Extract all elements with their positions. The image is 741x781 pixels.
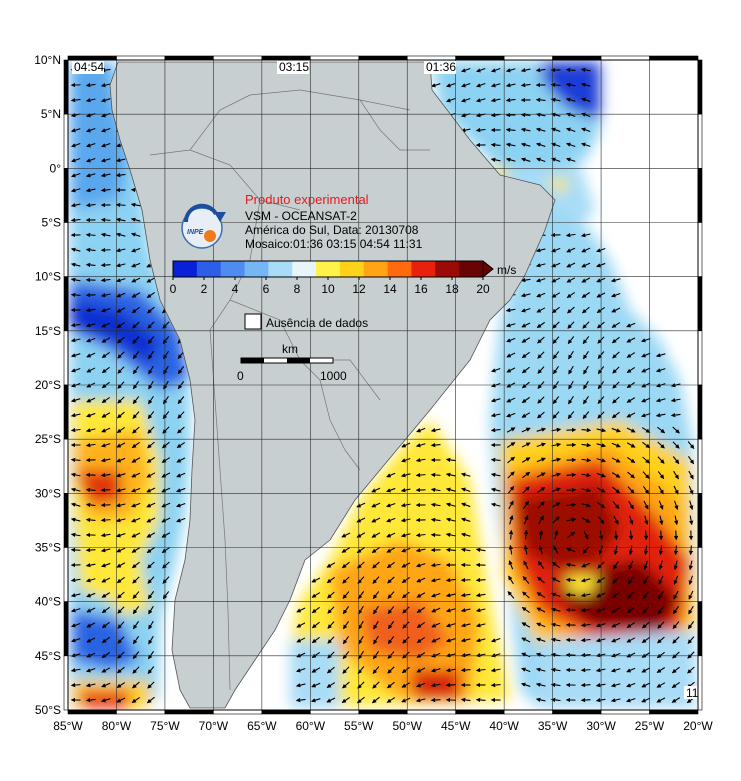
colorbar: 0 2 4 6 8 10 12 14 16 18 20 m/s xyxy=(170,259,516,296)
colorbar-tick-label: 2 xyxy=(201,282,208,296)
scale-start: 0 xyxy=(237,369,244,383)
colorbar-swatch xyxy=(220,261,246,277)
pass-time-label: 03:15 xyxy=(279,60,309,74)
scale-end: 1000 xyxy=(320,369,347,383)
colorbar-swatch xyxy=(292,261,317,277)
latitude-label: 30°S xyxy=(35,486,61,500)
colorbar-swatch xyxy=(316,261,341,277)
colorbar-swatch xyxy=(244,261,269,277)
latitude-label: 5°N xyxy=(41,107,61,121)
colorbar-swatch xyxy=(363,261,389,277)
mosaic-times: Mosaico:01:36 03:15 04:54 11:31 xyxy=(245,237,423,251)
longitude-label: 45°W xyxy=(441,719,471,733)
colorbar-tick-label: 16 xyxy=(414,282,428,296)
colorbar-tick-label: 18 xyxy=(445,282,459,296)
colorbar-tick-label: 20 xyxy=(476,282,490,296)
latitude-label: 15°S xyxy=(35,324,61,338)
latitude-label: 20°S xyxy=(35,378,61,392)
colorbar-swatch xyxy=(173,261,198,277)
latitude-label: 0° xyxy=(50,161,62,175)
region-date: América do Sul, Data: 20130708 xyxy=(245,223,419,237)
colorbar-tick-label: 4 xyxy=(232,282,239,296)
pass-time-label: 01:36 xyxy=(426,60,456,74)
longitude-labels: 85°W 80°W 75°W 70°W 65°W 60°W 55°W 50°W 45°W 40°W… xyxy=(53,719,713,733)
longitude-label: 50°W xyxy=(392,719,422,733)
corner-label: 11 xyxy=(686,686,699,700)
longitude-label: 70°W xyxy=(199,719,229,733)
colorbar-swatch xyxy=(459,261,484,277)
no-data-legend: Ausência de dados xyxy=(244,313,368,330)
latitude-label: 25°S xyxy=(35,432,61,446)
pass-time-labels: 04:54 03:15 01:36 xyxy=(72,60,456,74)
latitude-label: 45°S xyxy=(35,649,61,663)
map-area xyxy=(68,60,698,710)
longitude-label: 85°W xyxy=(53,719,83,733)
inpe-logo: INPE xyxy=(181,203,226,249)
wind-vectors xyxy=(70,67,695,704)
colorbar-swatch xyxy=(196,261,222,277)
colorbar-tick-label: 14 xyxy=(383,282,397,296)
colorbar-swatch xyxy=(387,261,412,277)
colorbar-tick-label: 8 xyxy=(294,282,301,296)
longitude-label: 30°W xyxy=(586,719,616,733)
colorbar-tick-label: 6 xyxy=(263,282,270,296)
longitude-label: 20°W xyxy=(683,719,713,733)
latitude-label: 10°S xyxy=(35,270,61,284)
colorbar-swatch xyxy=(268,261,293,277)
colorbar-arrow xyxy=(482,259,494,279)
longitude-label: 75°W xyxy=(150,719,180,733)
longitude-label: 35°W xyxy=(538,719,568,733)
longitude-label: 65°W xyxy=(247,719,277,733)
logo-text: INPE xyxy=(187,229,204,236)
longitude-label: 80°W xyxy=(102,719,132,733)
colorbar-tick-label: 0 xyxy=(170,282,177,296)
latitude-label: 35°S xyxy=(35,541,61,555)
colorbar-swatch xyxy=(435,261,460,277)
latitude-labels: 10°N 5°N 0° 5°S 10°S 15°S 20°S 25°S 30°S 35°S 40°S… xyxy=(34,53,61,717)
longitude-label: 60°W xyxy=(296,719,326,733)
latitude-label: 50°S xyxy=(35,703,61,717)
latitude-label: 5°S xyxy=(42,216,61,230)
latitude-label: 40°S xyxy=(35,595,61,609)
longitude-label: 55°W xyxy=(344,719,374,733)
colorbar-tick-label: 12 xyxy=(352,282,366,296)
no-data-label: Ausência de dados xyxy=(266,316,368,330)
scale-bar: km 0 1000 xyxy=(237,342,347,383)
pass-time-label: 04:54 xyxy=(74,60,104,74)
colorbar-swatch xyxy=(339,261,365,277)
product-title: Produto experimental xyxy=(245,192,369,207)
scale-unit: km xyxy=(282,342,298,356)
longitude-label: 40°W xyxy=(489,719,519,733)
colorbar-unit: m/s xyxy=(497,263,516,277)
satellite-name: VSM - OCEANSAT-2 xyxy=(245,209,357,223)
longitude-label: 25°W xyxy=(635,719,665,733)
latitude-label: 10°N xyxy=(34,53,61,67)
colorbar-swatch xyxy=(411,261,436,277)
colorbar-tick-label: 10 xyxy=(321,282,335,296)
map-frame xyxy=(63,55,703,715)
